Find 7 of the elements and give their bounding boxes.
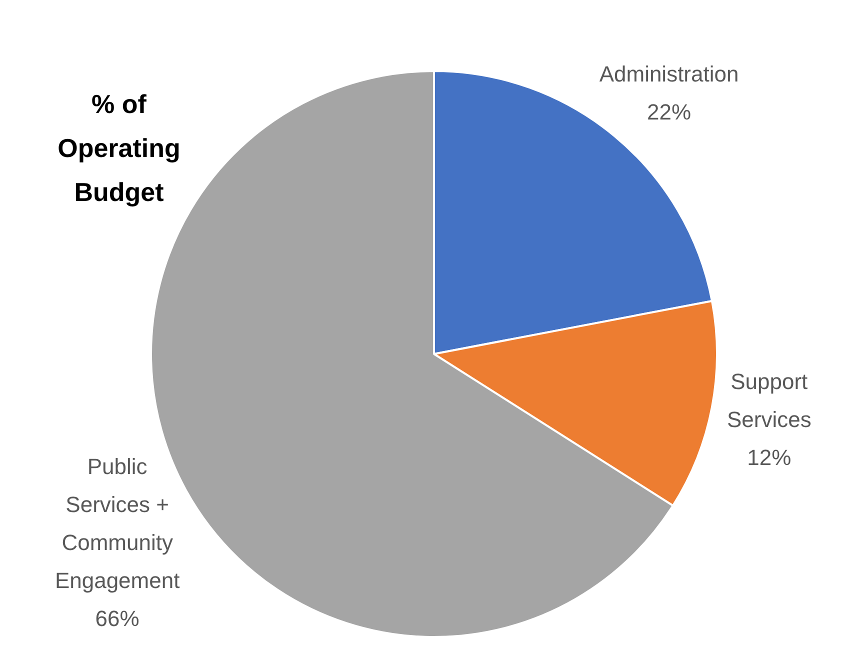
data-label: 66% [95,606,140,631]
slice-label: Public Services + Community Engagement [54,454,180,593]
text: % of Operating Budget [56,88,182,209]
slice-label: Administration [599,61,739,86]
data-label: 22% [646,99,692,124]
slice-label: Support Services [726,368,812,432]
data-label: 12% [747,444,792,470]
